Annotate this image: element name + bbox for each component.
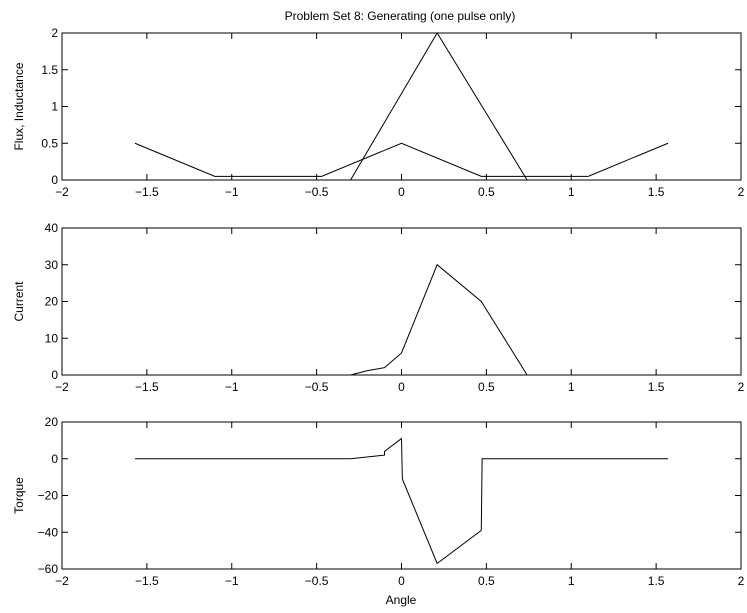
x-tick-label: 1.5	[648, 380, 665, 394]
x-tick-label: −0.5	[305, 380, 329, 394]
x-tick-label: −2	[55, 574, 69, 588]
y-axis-label: Current	[12, 281, 26, 322]
plot-frame	[61, 32, 742, 181]
x-tick-label: −0.5	[305, 574, 329, 588]
x-tick-label: 1	[568, 574, 575, 588]
y-tick-label: 30	[45, 258, 59, 272]
x-tick-label: −1.5	[135, 574, 159, 588]
x-tick-label: −2	[55, 380, 69, 394]
series-layer	[134, 32, 669, 181]
y-tick-label: 0	[51, 452, 58, 466]
series-line-0	[134, 263, 669, 376]
y-tick-label: −60	[38, 562, 59, 576]
x-tick-label: 0	[398, 380, 405, 394]
x-tick-label: −1.5	[135, 185, 159, 199]
y-tick-label: 1	[51, 100, 58, 114]
y-tick-label: 0	[51, 173, 58, 187]
y-tick-label: 10	[45, 331, 59, 345]
x-tick-label: −1.5	[135, 380, 159, 394]
x-tick-label: 0.5	[478, 380, 495, 394]
y-tick-label: 40	[45, 221, 59, 235]
series-line-0	[134, 142, 669, 177]
y-tick-label: 1.5	[41, 63, 58, 77]
x-tick-label: 2	[738, 380, 745, 394]
flux-inductance-panel: Problem Set 8: Generating (one pulse onl…	[12, 9, 745, 199]
tick-layer: −2 −1.5 −1 −0.5 0 0.5 1 1.5 2 −60 −40 −20 0 20	[38, 415, 745, 588]
y-tick-label: 20	[45, 295, 59, 309]
series-line-0	[134, 437, 669, 565]
x-tick-label: 0.5	[478, 574, 495, 588]
tick-layer: −2 −1.5 −1 −0.5 0 0.5 1 1.5 2 0 0.5 1 1.5 2	[41, 26, 744, 199]
y-tick-label: −40	[38, 525, 59, 539]
y-tick-label: 20	[45, 415, 59, 429]
y-axis-label: Torque	[12, 477, 26, 514]
x-tick-label: −1	[225, 380, 239, 394]
x-tick-label: −1	[225, 574, 239, 588]
y-tick-label: 2	[51, 26, 58, 40]
y-tick-label: −20	[38, 489, 59, 503]
y-tick-label: 0	[51, 368, 58, 382]
series-line-1	[134, 32, 669, 181]
series-layer	[134, 263, 669, 376]
y-axis-label: Flux, Inductance	[12, 62, 26, 150]
y-tick-label: 0.5	[41, 136, 58, 150]
x-tick-label: −0.5	[305, 185, 329, 199]
torque-panel: Torque Angle −2 −1.5 −1 −0.5 0 0.5 1 1.5 2 −60 −40…	[12, 415, 745, 607]
x-tick-label: −2	[55, 185, 69, 199]
x-tick-label: −1	[225, 185, 239, 199]
x-axis-label: Angle	[386, 593, 417, 607]
x-tick-label: 0	[398, 185, 405, 199]
series-layer	[134, 437, 669, 565]
x-tick-label: 1.5	[648, 185, 665, 199]
x-tick-label: 1.5	[648, 574, 665, 588]
x-tick-label: 2	[738, 574, 745, 588]
x-tick-label: 1	[568, 380, 575, 394]
x-tick-label: 1	[568, 185, 575, 199]
x-tick-label: 0	[398, 574, 405, 588]
x-tick-label: 0.5	[478, 185, 495, 199]
x-tick-label: 2	[738, 185, 745, 199]
chart-title: Problem Set 8: Generating (one pulse onl…	[285, 9, 516, 23]
